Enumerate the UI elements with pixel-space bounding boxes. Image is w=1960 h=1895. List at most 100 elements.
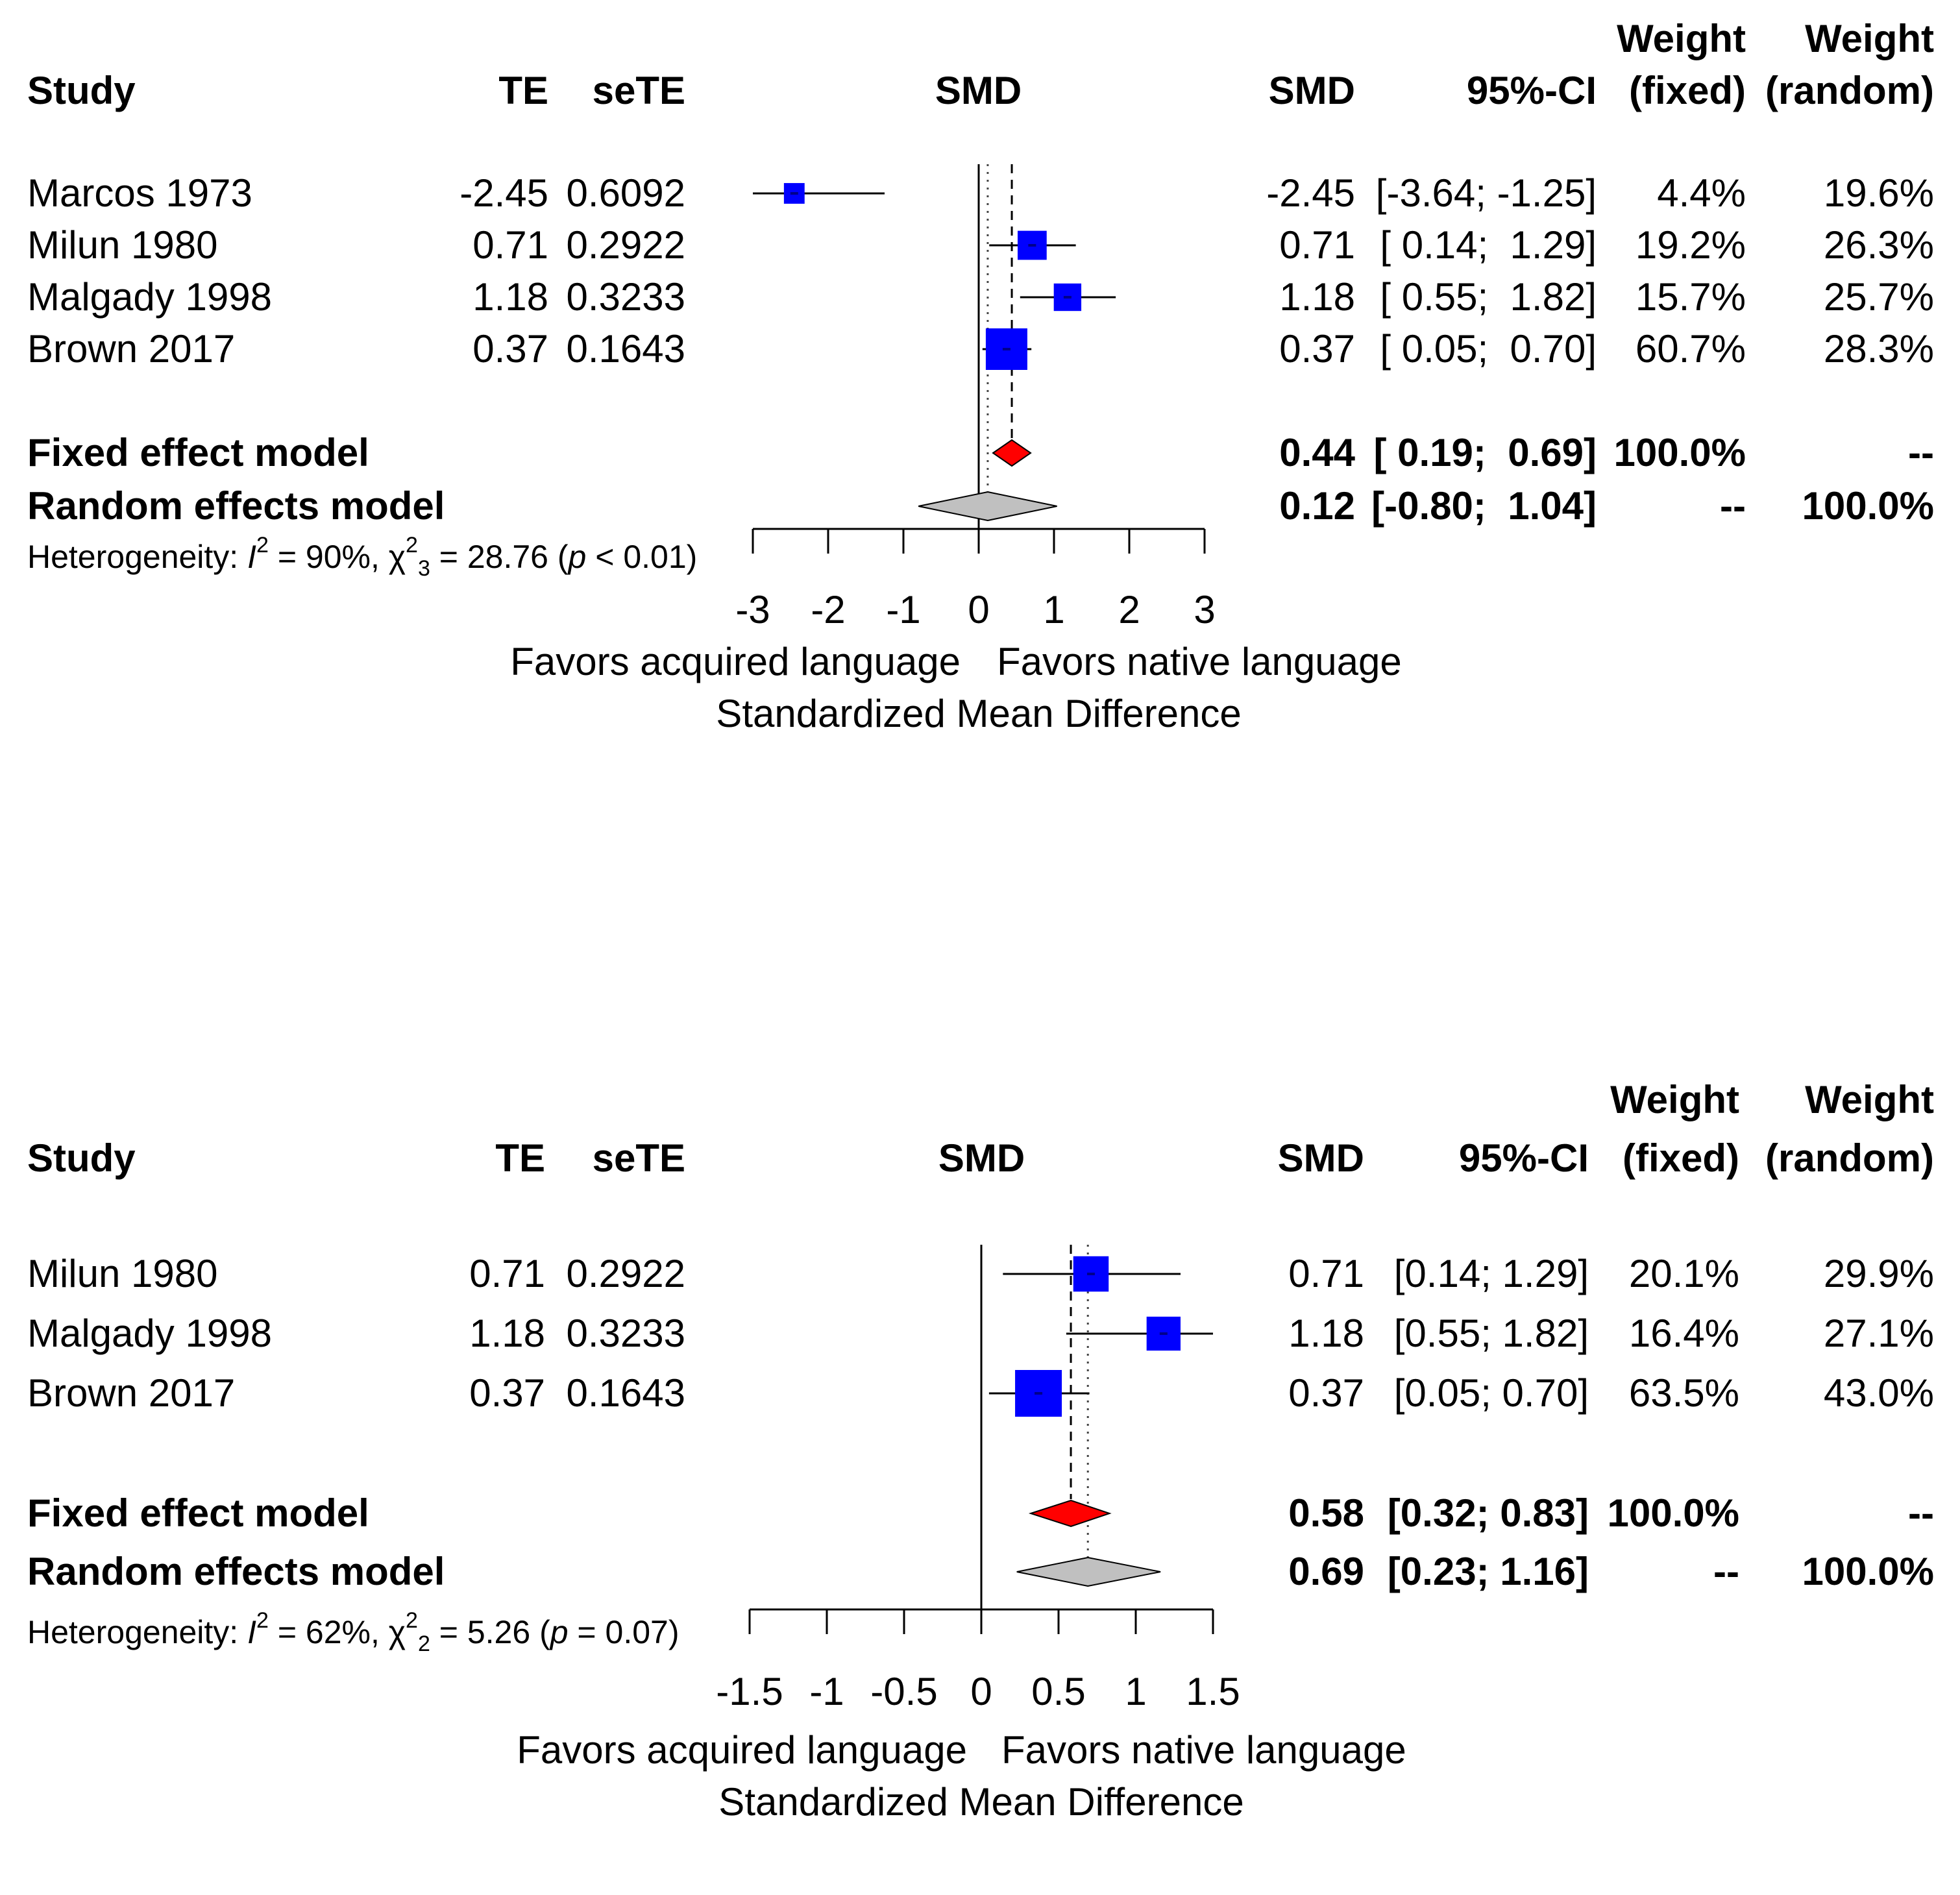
header-smd: SMD — [1277, 1136, 1364, 1180]
study-weight-random: 29.9% — [1823, 1252, 1934, 1295]
het-p-value: < 0.01) — [586, 539, 698, 575]
study-te: 0.71 — [472, 223, 548, 267]
x-tick-label: 1 — [1125, 1670, 1147, 1713]
random-weight-random: 100.0% — [1802, 484, 1935, 528]
random-smd: 0.69 — [1288, 1550, 1364, 1593]
forest-plot-2: Study TE seTE SMD SMD 95%-CI Weight (fix… — [0, 1064, 1960, 1895]
random-model-label: Random effects model — [27, 484, 445, 528]
study-ci: [ 0.55; 1.82] — [1380, 275, 1597, 319]
forest-graphic-1 — [752, 164, 1206, 554]
random-effects-diamond — [1016, 1556, 1161, 1587]
study-smd: 0.37 — [1279, 327, 1355, 371]
header-te: TE — [495, 1136, 545, 1180]
study-weight-random: 43.0% — [1823, 1371, 1934, 1415]
study-smd: 1.18 — [1279, 275, 1355, 319]
het-i2: = 90%, — [277, 539, 389, 575]
x-tick-label: -3 — [735, 588, 770, 631]
study-name: Milun 1980 — [27, 1252, 218, 1295]
het-prefix: Heterogeneity: — [27, 1614, 248, 1650]
heterogeneity-text: Heterogeneity: I2 = 62%, χ22 = 5.26 (p =… — [27, 1608, 680, 1656]
study-te: 0.71 — [469, 1252, 545, 1295]
x-axis-title: Standardized Mean Difference — [718, 1780, 1244, 1824]
fixed-weight-fixed: 100.0% — [1607, 1491, 1740, 1535]
study-weight-random: 27.1% — [1823, 1312, 1934, 1355]
study-ci: [0.05; 0.70] — [1393, 1371, 1589, 1415]
het-prefix: Heterogeneity: — [27, 539, 248, 575]
study-weight-fixed: 20.1% — [1628, 1252, 1739, 1295]
study-weight-fixed: 15.7% — [1635, 275, 1746, 319]
x-axis-title: Standardized Mean Difference — [716, 692, 1242, 735]
study-ci: [0.14; 1.29] — [1393, 1252, 1589, 1295]
study-weight-fixed: 19.2% — [1635, 223, 1746, 267]
study-ci: [0.55; 1.82] — [1393, 1312, 1589, 1355]
header-study: Study — [27, 69, 136, 112]
random-weight-random: 100.0% — [1802, 1550, 1935, 1593]
study-sete: 0.2922 — [566, 1252, 685, 1295]
fixed-weight-random: -- — [1908, 431, 1934, 474]
random-weight-fixed: -- — [1713, 1550, 1739, 1593]
study-name: Malgady 1998 — [27, 275, 272, 319]
het-p-value: = 0.07) — [568, 1614, 680, 1650]
fixed-ci: [ 0.19; 0.69] — [1373, 431, 1597, 474]
study-ci: [ 0.14; 1.29] — [1380, 223, 1597, 267]
study-smd: 1.18 — [1288, 1312, 1364, 1355]
fixed-weight-random: -- — [1908, 1491, 1934, 1535]
het-chi: = 5.26 ( — [430, 1614, 550, 1650]
fixed-effect-diamond — [1028, 1499, 1112, 1528]
x-tick-label: -0.5 — [870, 1670, 938, 1713]
header-te: TE — [498, 69, 548, 112]
study-sete: 0.1643 — [566, 1371, 685, 1415]
random-effects-diamond — [918, 491, 1057, 522]
x-tick-label: 3 — [1194, 588, 1216, 631]
random-model-label: Random effects model — [27, 1550, 445, 1593]
label-right: Favors native language — [997, 640, 1402, 683]
header-weight-fixed: Weight — [1617, 17, 1746, 60]
study-weight-random: 26.3% — [1823, 223, 1934, 267]
study-weight-random: 19.6% — [1823, 171, 1934, 215]
study-smd: -2.45 — [1266, 171, 1355, 215]
random-smd: 0.12 — [1279, 484, 1355, 528]
study-sete: 0.2922 — [566, 223, 685, 267]
header-weight-fixed: Weight — [1610, 1078, 1739, 1121]
study-te: 0.37 — [469, 1371, 545, 1415]
random-ci: [-0.80; 1.04] — [1371, 484, 1597, 528]
random-weight-fixed: -- — [1720, 484, 1746, 528]
study-te: 1.18 — [469, 1312, 545, 1355]
x-tick-label: -2 — [811, 588, 846, 631]
fixed-smd: 0.44 — [1279, 431, 1355, 474]
x-tick-label: 0 — [968, 588, 990, 631]
study-te: 0.37 — [472, 327, 548, 371]
x-tick-label: 0 — [970, 1670, 992, 1713]
fixed-effect-diamond — [992, 439, 1032, 467]
forest-plot-1: Study TE seTE SMD SMD 95%-CI Weight (fix… — [0, 0, 1960, 831]
fixed-smd: 0.58 — [1288, 1491, 1364, 1535]
header-fixed: (fixed) — [1623, 1136, 1739, 1180]
study-sete: 0.1643 — [566, 327, 685, 371]
label-left: Favors acquired language — [510, 640, 961, 683]
header-random: (random) — [1765, 1136, 1934, 1180]
study-weight-fixed: 63.5% — [1628, 1371, 1739, 1415]
het-df: 3 — [417, 556, 430, 581]
random-ci: [0.23; 1.16] — [1387, 1550, 1589, 1593]
label-left: Favors acquired language — [517, 1728, 967, 1772]
fixed-ci: [0.32; 0.83] — [1387, 1491, 1589, 1535]
study-ci: [-3.64; -1.25] — [1375, 171, 1597, 215]
fixed-weight-fixed: 100.0% — [1613, 431, 1746, 474]
header-sete: seTE — [592, 69, 685, 112]
study-sete: 0.3233 — [566, 1312, 685, 1355]
het-p: p — [568, 539, 587, 575]
x-tick-label: 1 — [1043, 588, 1065, 631]
header-ci: 95%-CI — [1466, 69, 1597, 112]
study-weight-fixed: 4.4% — [1657, 171, 1746, 215]
header-weight-random: Weight — [1805, 17, 1934, 60]
header-smd-plot: SMD — [938, 1136, 1025, 1180]
het-chi: = 28.76 ( — [430, 539, 569, 575]
fixed-model-label: Fixed effect model — [27, 431, 369, 474]
study-name: Brown 2017 — [27, 327, 236, 371]
study-name: Malgady 1998 — [27, 1312, 272, 1355]
study-smd: 0.71 — [1288, 1252, 1364, 1295]
header-random: (random) — [1765, 69, 1934, 112]
het-df: 2 — [417, 1632, 430, 1656]
heterogeneity-text: Heterogeneity: I2 = 90%, χ23 = 28.76 (p … — [27, 533, 698, 581]
study-weight-random: 25.7% — [1823, 275, 1934, 319]
